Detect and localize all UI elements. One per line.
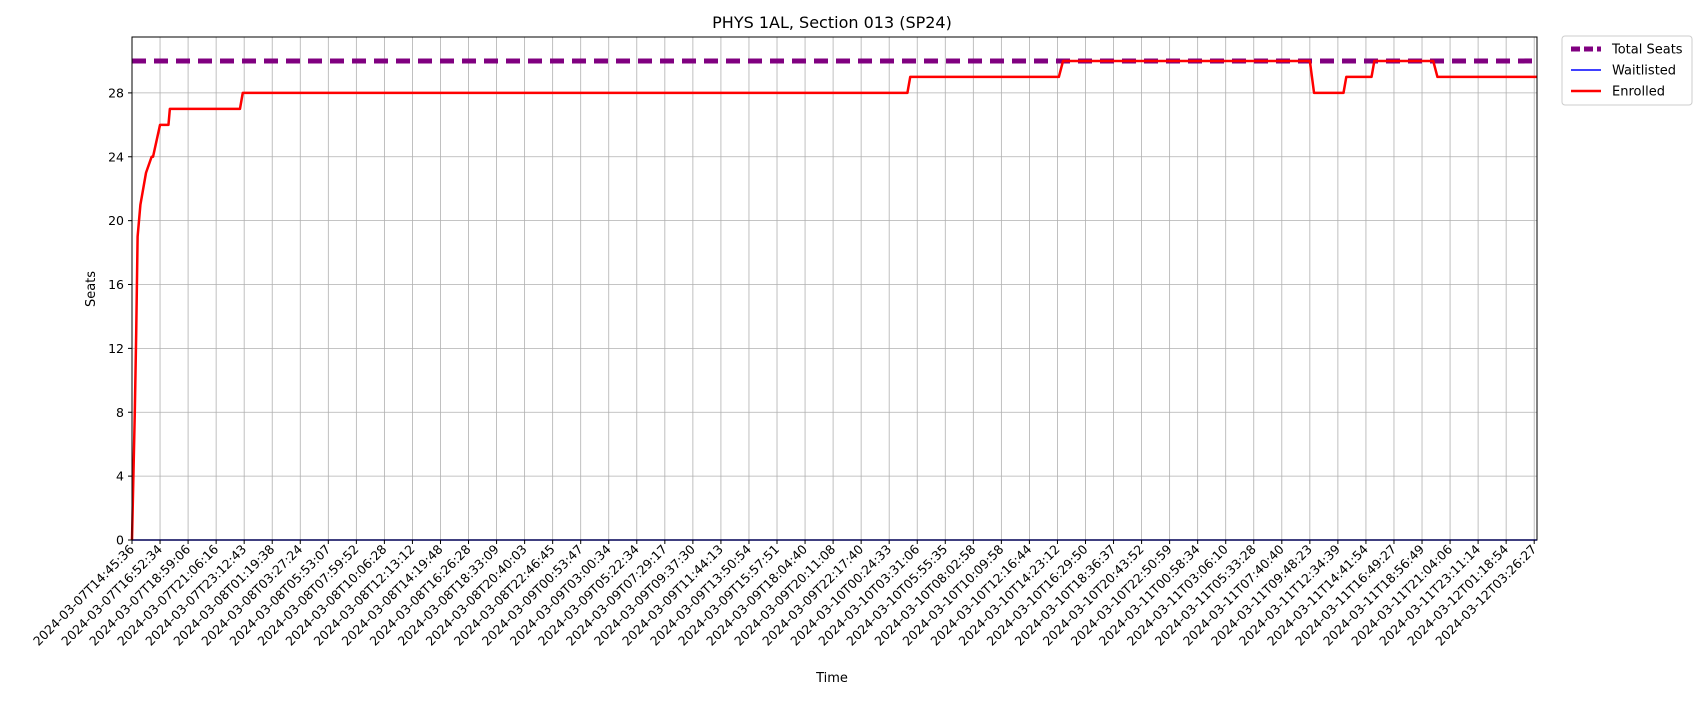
chart-title: PHYS 1AL, Section 013 (SP24) xyxy=(712,13,952,32)
legend-label: Enrolled xyxy=(1612,85,1665,100)
y-tick-label: 28 xyxy=(108,85,124,100)
series-line-enrolled xyxy=(130,59,1537,541)
y-tick-label: 4 xyxy=(116,469,124,484)
y-tick-label: 0 xyxy=(116,533,124,548)
plot-frame xyxy=(131,36,1538,541)
legend-box xyxy=(1561,35,1693,106)
legend-label: Waitlisted xyxy=(1612,64,1676,79)
axis-layer: 04812162024282024-03-07T14:45:362024-03-… xyxy=(30,85,1539,648)
legend-label: Total Seats xyxy=(1611,43,1683,58)
y-tick-label: 20 xyxy=(108,213,124,228)
y-tick-label: 16 xyxy=(108,277,124,292)
y-axis-label: Seats xyxy=(84,271,99,307)
y-tick-label: 24 xyxy=(108,149,124,164)
y-tick-label: 12 xyxy=(108,341,124,356)
x-axis-label: Time xyxy=(815,671,848,686)
y-tick-label: 8 xyxy=(116,405,124,420)
legend: Total Seats Waitlisted Enrolled xyxy=(1561,35,1693,106)
